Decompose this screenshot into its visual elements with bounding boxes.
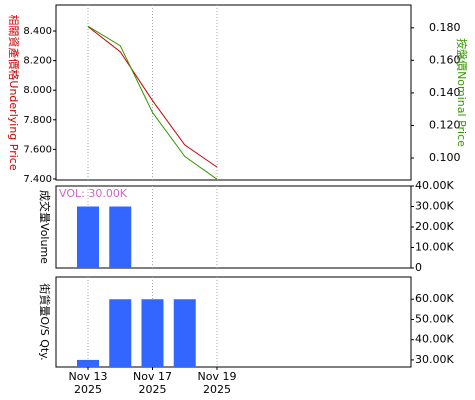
- y-tick-label: 40.00K: [415, 333, 454, 346]
- y-tick-label: 7.600: [23, 144, 52, 155]
- panel-frame: [55, 4, 412, 181]
- bar: [77, 206, 99, 268]
- line-series: [87, 26, 218, 168]
- x-tick-label: Nov 17: [133, 370, 172, 383]
- x-tick-year: 2025: [74, 383, 102, 396]
- x-tick-label: Nov 19: [198, 370, 237, 383]
- y2-tick-label: 0.180: [429, 21, 461, 34]
- x-tick-year: 2025: [139, 383, 167, 396]
- y-tick-label: 7.400: [23, 174, 52, 185]
- annotation: VOL: 30.00K: [59, 187, 128, 200]
- axis-label: 成交量Volume: [38, 190, 52, 264]
- bar: [109, 299, 132, 367]
- y2-tick-label: 0.140: [429, 86, 461, 99]
- y-tick-label: 8.400: [23, 26, 52, 37]
- y-tick-label: 60.00K: [415, 292, 454, 305]
- bar: [109, 206, 132, 268]
- bar: [77, 359, 99, 367]
- line-series: [87, 25, 218, 180]
- axis-label: 相關資產價格Underlying Price: [7, 14, 21, 170]
- y-tick-label: 40.00K: [415, 179, 454, 192]
- x-tick-year: 2025: [203, 383, 231, 396]
- y-tick-label: 10.00K: [415, 241, 454, 254]
- y2-tick-label: 0.100: [429, 151, 461, 164]
- axis-label: 按盤價Nominal Price: [455, 38, 469, 147]
- y-tick-label: 30.00K: [415, 200, 454, 213]
- y-tick-label: 0: [415, 261, 422, 274]
- bar: [173, 299, 196, 367]
- y-tick-label: 20.00K: [415, 220, 454, 233]
- y-tick-label: 50.00K: [415, 312, 454, 325]
- y2-tick-label: 0.120: [429, 118, 461, 131]
- y-tick-label: 7.800: [23, 115, 52, 126]
- x-tick-label: Nov 13: [69, 370, 108, 383]
- axis-label: 街貨量O/S Qty.: [38, 283, 52, 360]
- y-tick-label: 30.00K: [415, 353, 454, 366]
- y2-tick-label: 0.160: [429, 53, 461, 66]
- bar: [141, 299, 164, 367]
- panel-frame: [55, 276, 412, 368]
- y-tick-label: 8.000: [23, 85, 52, 96]
- y-tick-label: 8.200: [23, 56, 52, 67]
